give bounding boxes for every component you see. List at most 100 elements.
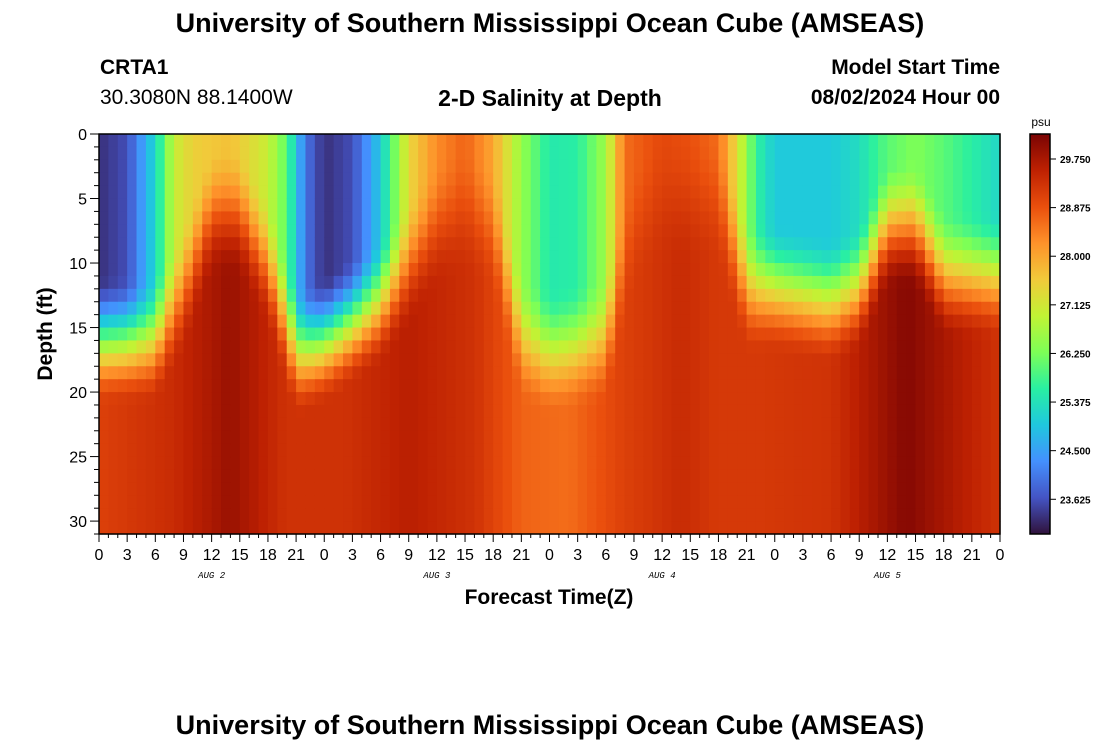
heat-cell bbox=[221, 353, 231, 367]
heat-cell bbox=[568, 314, 579, 329]
heat-cell bbox=[802, 134, 813, 148]
heat-cell bbox=[183, 353, 194, 367]
heat-cell bbox=[446, 404, 457, 419]
heat-cell bbox=[568, 172, 579, 187]
heat-cell bbox=[953, 263, 964, 277]
heat-cell bbox=[615, 456, 626, 471]
heat-cell bbox=[699, 417, 710, 432]
heat-cell bbox=[906, 340, 917, 354]
heat-cell bbox=[690, 366, 701, 380]
heat-cell bbox=[868, 379, 879, 393]
heat-cell bbox=[474, 237, 485, 251]
heat-cell bbox=[221, 301, 231, 316]
heat-cell bbox=[596, 404, 607, 419]
heat-cell bbox=[840, 430, 851, 445]
heat-cell bbox=[361, 172, 372, 187]
heat-cell bbox=[699, 482, 710, 496]
heat-cell bbox=[418, 456, 429, 471]
heat-cell bbox=[765, 327, 776, 342]
heat-cell bbox=[521, 521, 532, 535]
heat-cell bbox=[877, 314, 888, 329]
heat-cell bbox=[540, 263, 551, 277]
heat-cell bbox=[737, 301, 748, 316]
heat-cell bbox=[493, 456, 504, 471]
heat-cell bbox=[436, 430, 447, 445]
heat-cell bbox=[981, 275, 992, 290]
heat-cell bbox=[737, 250, 748, 264]
heat-cell bbox=[849, 469, 860, 483]
heat-cell bbox=[99, 314, 109, 329]
heat-cell bbox=[521, 146, 532, 161]
heat-cell bbox=[896, 366, 907, 380]
heat-cell bbox=[221, 456, 231, 471]
heat-cell bbox=[709, 146, 720, 161]
heat-cell bbox=[662, 314, 673, 329]
heat-cell bbox=[802, 288, 813, 303]
heat-cell bbox=[840, 288, 851, 303]
heat-cell bbox=[671, 185, 682, 200]
heat-cell bbox=[737, 392, 748, 406]
heat-cell bbox=[277, 366, 288, 380]
heat-cell bbox=[418, 482, 429, 496]
heat-cell bbox=[718, 508, 729, 522]
heat-cell bbox=[934, 134, 945, 148]
heat-cell bbox=[765, 482, 776, 496]
heat-cell bbox=[662, 263, 673, 277]
heat-cell bbox=[896, 443, 907, 458]
heat-cell bbox=[286, 237, 297, 251]
heat-cell bbox=[981, 508, 992, 522]
heat-cell bbox=[324, 417, 335, 432]
heat-cell bbox=[183, 469, 194, 483]
heat-cell bbox=[108, 250, 119, 264]
heat-cell bbox=[877, 159, 888, 174]
heat-cell bbox=[915, 275, 926, 290]
heat-cell bbox=[840, 366, 851, 380]
heat-cell bbox=[577, 456, 588, 471]
heat-cell bbox=[530, 134, 541, 148]
heat-cell bbox=[549, 366, 560, 380]
heat-cell bbox=[249, 327, 260, 342]
heat-cell bbox=[361, 185, 372, 200]
heat-cell bbox=[408, 456, 419, 471]
heat-cell bbox=[127, 198, 138, 213]
heat-cell bbox=[727, 469, 738, 483]
heat-cell bbox=[530, 443, 541, 458]
heat-cell bbox=[549, 301, 560, 316]
heat-cell bbox=[746, 263, 757, 277]
heat-cell bbox=[333, 224, 344, 238]
heat-cell bbox=[521, 237, 532, 251]
heat-cell bbox=[643, 211, 654, 225]
heat-cell bbox=[174, 482, 185, 496]
heat-cell bbox=[230, 250, 241, 264]
heat-cell bbox=[887, 185, 898, 200]
heat-cell bbox=[455, 314, 466, 329]
heat-cell bbox=[596, 237, 607, 251]
heat-cell bbox=[896, 417, 907, 432]
heat-cell bbox=[183, 288, 194, 303]
heat-cell bbox=[821, 146, 832, 161]
heat-cell bbox=[568, 301, 579, 316]
heat-cell bbox=[277, 134, 288, 148]
heat-cell bbox=[934, 482, 945, 496]
heat-cell bbox=[831, 379, 842, 393]
heat-cell bbox=[427, 521, 438, 535]
heat-cell bbox=[699, 443, 710, 458]
heat-cell bbox=[906, 430, 917, 445]
heat-cell bbox=[652, 521, 663, 535]
heat-cell bbox=[277, 198, 288, 213]
heat-cell bbox=[202, 250, 213, 264]
heat-cell bbox=[549, 469, 560, 483]
heat-cell bbox=[427, 340, 438, 354]
heat-cell bbox=[314, 288, 325, 303]
heat-cell bbox=[765, 250, 776, 264]
heat-cell bbox=[962, 134, 973, 148]
heat-cell bbox=[343, 469, 354, 483]
heat-cell bbox=[267, 314, 278, 329]
heat-cell bbox=[136, 172, 147, 187]
heat-cell bbox=[868, 146, 879, 161]
heat-cell bbox=[868, 198, 879, 213]
heat-cell bbox=[765, 211, 776, 225]
heat-cell bbox=[746, 275, 757, 290]
heat-cell bbox=[943, 340, 954, 354]
